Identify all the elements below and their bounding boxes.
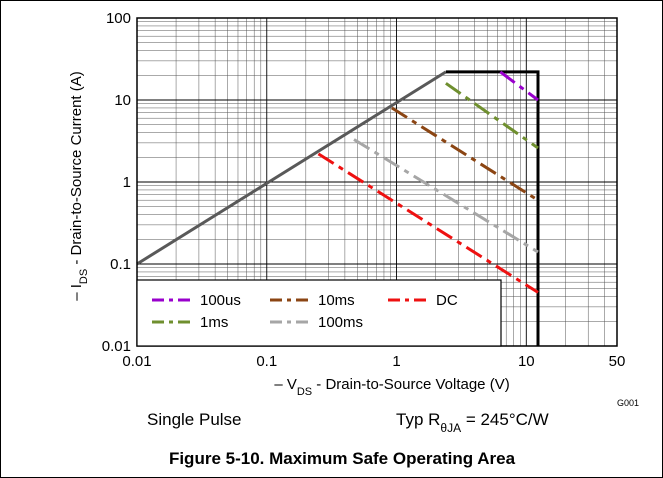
- x-tick-label: 0.1: [256, 353, 277, 370]
- y-tick-label: 100: [106, 10, 131, 27]
- y-tick-label: 0.01: [102, 338, 131, 355]
- legend-box: [137, 280, 501, 346]
- single-pulse-note: Single Pulse: [147, 410, 242, 429]
- y-tick-label: 1: [123, 174, 131, 191]
- x-tick-label: 10: [518, 353, 535, 370]
- x-tick-label: 1: [392, 353, 400, 370]
- y-tick-label: 10: [114, 92, 131, 109]
- legend-label-10ms: 10ms: [318, 292, 355, 309]
- legend-label-dc: DC: [436, 292, 458, 309]
- x-tick-label: 0.01: [122, 353, 151, 370]
- legend: 100us 10ms DC 1ms 100ms: [137, 280, 501, 346]
- figure-code: G001: [617, 398, 639, 408]
- figure-caption: Figure 5-10. Maximum Safe Operating Area: [169, 449, 516, 468]
- legend-label-100ms: 100ms: [318, 314, 363, 331]
- legend-label-1ms: 1ms: [200, 314, 228, 331]
- y-tick-label: 0.1: [110, 256, 131, 273]
- x-tick-label: 50: [609, 353, 626, 370]
- legend-label-100us: 100us: [200, 292, 241, 309]
